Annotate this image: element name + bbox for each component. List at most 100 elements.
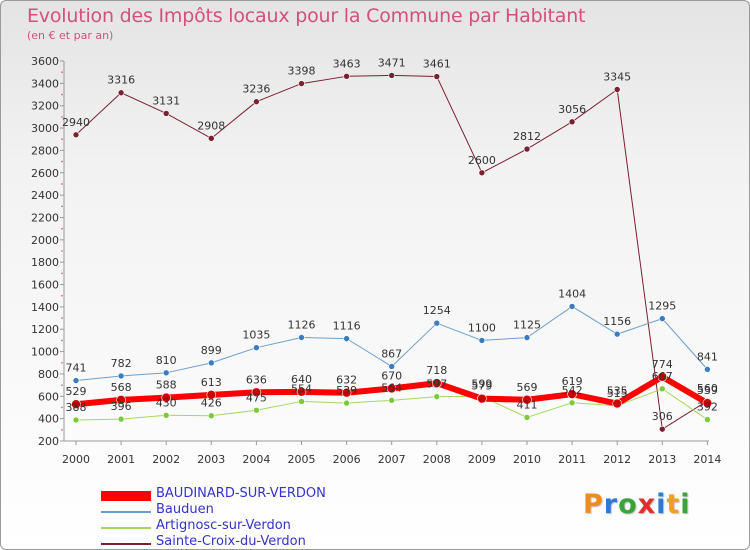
logo-letter: i [680, 489, 691, 520]
point-baudinard-sur-verdon [206, 390, 217, 400]
y-tick-label: 2800 [31, 144, 59, 157]
point-bauduen [523, 334, 531, 341]
point-baudinard-sur-verdon [612, 398, 623, 409]
point-bauduen [298, 334, 305, 341]
point-bauduen [72, 377, 80, 384]
data-label-baudinard-sur-verdon: 579 [471, 380, 492, 393]
data-label-baudinard-sur-verdon: 670 [381, 369, 402, 382]
logo-letter: r [603, 489, 619, 520]
y-minor-tick [61, 93, 63, 96]
data-label-sainte-croix-du-verdon: 3056 [558, 103, 586, 116]
point-baudinard-sur-verdon [431, 378, 442, 388]
x-tick-label: 2013 [648, 453, 676, 466]
y-tick-label: 200 [38, 435, 59, 448]
point-artignosc-sur-verdon [162, 411, 170, 419]
y-tick-label: 3600 [31, 55, 59, 68]
y-tick-label: 800 [38, 368, 59, 381]
point-bauduen [658, 315, 666, 322]
proxiti-logo: Proxiti [583, 489, 691, 520]
data-label-baudinard-sur-verdon: 632 [336, 374, 357, 387]
y-minor-tick [61, 116, 63, 118]
y-tick-label: 1000 [31, 346, 59, 359]
data-label-baudinard-sur-verdon: 640 [291, 373, 312, 386]
point-sainte-croix-du-verdon [523, 145, 531, 153]
legend-label: BAUDINARD-SUR-VERDON [156, 486, 326, 501]
y-tick-label: 600 [38, 390, 59, 403]
data-label-baudinard-sur-verdon: 619 [562, 375, 583, 388]
y-minor-tick [61, 138, 63, 141]
point-baudinard-sur-verdon [341, 387, 352, 398]
point-artignosc-sur-verdon [72, 416, 80, 424]
data-label-sainte-croix-du-verdon: 2812 [513, 130, 541, 143]
data-label-artignosc-sur-verdon: 554 [291, 382, 312, 395]
y-minor-tick [61, 361, 63, 364]
y-minor-tick [61, 384, 63, 386]
point-sainte-croix-du-verdon [433, 73, 441, 80]
y-tick-label: 3000 [31, 122, 59, 135]
point-baudinard-sur-verdon [477, 393, 487, 404]
data-label-sainte-croix-du-verdon: 2908 [197, 119, 225, 132]
x-tick-label: 2009 [468, 453, 496, 466]
point-bauduen [568, 303, 576, 310]
data-label-sainte-croix-du-verdon: 3398 [288, 65, 316, 78]
data-label-bauduen: 1254 [423, 304, 451, 317]
y-minor-tick [61, 294, 63, 297]
point-artignosc-sur-verdon [433, 393, 441, 400]
point-artignosc-sur-verdon [523, 414, 531, 421]
logo-letter: i [656, 489, 667, 520]
point-sainte-croix-du-verdon [117, 89, 125, 97]
data-label-bauduen: 1116 [333, 320, 361, 333]
y-minor-tick [61, 429, 63, 431]
data-label-sainte-croix-du-verdon: 3463 [333, 57, 361, 70]
point-sainte-croix-du-verdon [72, 131, 80, 139]
point-sainte-croix-du-verdon [658, 425, 666, 433]
point-artignosc-sur-verdon [343, 399, 350, 407]
x-tick-label: 2012 [603, 453, 631, 466]
legend-swatch [101, 491, 151, 501]
y-minor-tick [61, 272, 63, 275]
x-tick-label: 2008 [423, 453, 451, 466]
point-artignosc-sur-verdon [117, 415, 125, 423]
data-label-artignosc-sur-verdon: 430 [156, 396, 177, 409]
data-label-bauduen: 810 [156, 354, 177, 367]
data-label-bauduen: 841 [697, 350, 718, 363]
y-tick-label: 2000 [31, 234, 59, 247]
point-sainte-croix-du-verdon [613, 86, 621, 93]
data-label-bauduen: 1126 [288, 319, 316, 332]
point-sainte-croix-du-verdon [253, 98, 260, 105]
point-sainte-croix-du-verdon [162, 110, 170, 117]
data-label-baudinard-sur-verdon: 774 [652, 358, 673, 371]
point-sainte-croix-du-verdon [478, 169, 486, 177]
point-artignosc-sur-verdon [208, 412, 215, 420]
point-bauduen [433, 319, 441, 327]
y-tick-label: 2400 [31, 189, 59, 202]
data-label-sainte-croix-du-verdon: 306 [652, 410, 673, 423]
logo-letter: o [618, 489, 638, 520]
legend-label: Artignosc-sur-Verdon [156, 518, 291, 533]
legend-swatch [101, 527, 151, 529]
point-artignosc-sur-verdon [253, 406, 260, 414]
data-label-baudinard-sur-verdon: 613 [201, 376, 222, 389]
logo-letter: t [666, 489, 681, 520]
x-tick-label: 2001 [107, 453, 135, 466]
data-label-baudinard-sur-verdon: 568 [111, 381, 132, 394]
data-label-sainte-croix-du-verdon: 3461 [423, 58, 451, 71]
point-baudinard-sur-verdon [657, 372, 668, 382]
y-tick-label: 1600 [31, 279, 59, 292]
data-label-sainte-croix-du-verdon: 560 [697, 382, 718, 395]
data-label-baudinard-sur-verdon: 636 [246, 373, 267, 386]
point-baudinard-sur-verdon [567, 389, 577, 399]
x-tick-label: 2005 [288, 453, 316, 466]
data-label-artignosc-sur-verdon: 564 [381, 381, 402, 394]
data-label-sainte-croix-du-verdon: 2940 [62, 116, 90, 129]
x-tick-label: 2002 [152, 453, 180, 466]
x-tick-label: 2010 [513, 453, 541, 466]
point-bauduen [117, 372, 125, 380]
legend-label: Bauduen [156, 502, 214, 517]
legend-swatch [101, 511, 151, 513]
point-bauduen [208, 359, 215, 367]
data-label-artignosc-sur-verdon: 411 [517, 398, 538, 411]
data-label-bauduen: 1100 [468, 321, 496, 334]
